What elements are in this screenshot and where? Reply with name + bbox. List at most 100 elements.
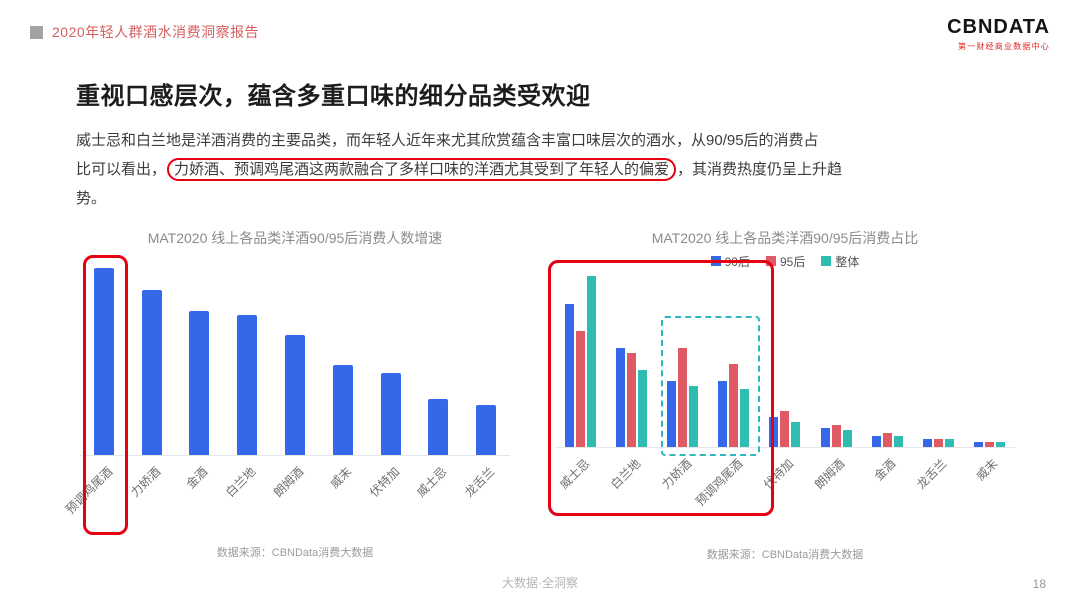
bar-column-白兰地: 白兰地 bbox=[606, 276, 657, 492]
bar-威末 bbox=[332, 365, 353, 455]
bar-整体-伏特加 bbox=[791, 422, 801, 447]
legend-swatch-overall bbox=[821, 256, 832, 266]
bar-90后-预调鸡尾酒 bbox=[718, 380, 728, 447]
bar-90后-金酒 bbox=[871, 435, 881, 447]
bar-column-力娇酒: 力娇酒 bbox=[657, 276, 708, 492]
x-axis-label: 伏特加 bbox=[760, 456, 797, 492]
legend-item-overall: 整体 bbox=[821, 253, 859, 270]
bar-90后-威士忌 bbox=[565, 303, 575, 447]
bar-90后-龙舌兰 bbox=[922, 438, 932, 447]
bar-group bbox=[913, 276, 964, 447]
bar-95后-力娇酒 bbox=[678, 347, 688, 447]
bar-group bbox=[606, 276, 657, 447]
x-axis-label: 伏特加 bbox=[366, 464, 402, 500]
bar-95后-龙舌兰 bbox=[933, 438, 943, 447]
bar-group bbox=[708, 276, 759, 447]
bar-整体-白兰地 bbox=[638, 369, 648, 447]
legend-item-90s: 90后 bbox=[710, 253, 750, 270]
bar-column-威末: 威末 bbox=[319, 268, 367, 491]
bar-column-龙舌兰: 龙舌兰 bbox=[462, 268, 510, 500]
x-axis-label: 预调鸡尾酒 bbox=[62, 464, 116, 517]
legend-label-90s: 90后 bbox=[724, 254, 750, 269]
bar-95后-白兰地 bbox=[627, 353, 637, 447]
x-axis-label: 龙舌兰 bbox=[914, 456, 950, 492]
x-axis-label: 预调鸡尾酒 bbox=[692, 456, 746, 509]
x-axis-label: 威士忌 bbox=[556, 456, 592, 492]
footer-caption: 大数据·全洞察 bbox=[502, 576, 578, 590]
report-title: 2020年轻人群酒水消费洞察报告 bbox=[52, 24, 260, 40]
bar-group bbox=[80, 268, 128, 455]
paragraph-line2-prefix: 比可以看出， bbox=[76, 161, 167, 178]
bar-90后-伏特加 bbox=[769, 416, 779, 447]
bar-整体-预调鸡尾酒 bbox=[740, 389, 750, 447]
paragraph-line2-suffix: ，其消费热度仍呈上升趋 bbox=[677, 161, 843, 178]
bar-column-预调鸡尾酒: 预调鸡尾酒 bbox=[693, 276, 759, 509]
paragraph-line3: 势。 bbox=[76, 190, 107, 207]
bar-90后-朗姆酒 bbox=[820, 427, 830, 447]
bar-column-威士忌: 威士忌 bbox=[414, 268, 462, 500]
report-tag: 2020年轻人群酒水消费洞察报告 bbox=[30, 22, 259, 42]
bar-group bbox=[811, 276, 862, 447]
bar-group bbox=[462, 268, 510, 455]
header-square-icon bbox=[30, 25, 43, 39]
bar-95后-预调鸡尾酒 bbox=[729, 364, 739, 447]
bar-95后-威士忌 bbox=[576, 331, 586, 447]
page-title: 重视口感层次，蕴含多重口味的细分品类受欢迎 bbox=[76, 83, 591, 110]
cbndata-logo: CBNDATA 第一财经商业数据中心 bbox=[947, 16, 1050, 52]
bar-金酒 bbox=[189, 311, 210, 455]
bar-column-威末: 威末 bbox=[964, 276, 1015, 483]
bar-column-预调鸡尾酒: 预调鸡尾酒 bbox=[63, 268, 128, 517]
x-axis-label: 威士忌 bbox=[414, 464, 450, 500]
x-axis-label: 龙舌兰 bbox=[462, 464, 498, 500]
bar-预调鸡尾酒 bbox=[93, 268, 114, 455]
bar-column-金酒: 金酒 bbox=[862, 276, 913, 483]
bar-90后-白兰地 bbox=[616, 347, 626, 447]
bar-group bbox=[555, 276, 606, 447]
bar-group bbox=[176, 268, 224, 455]
bar-90后-威末 bbox=[973, 441, 983, 447]
bar-group bbox=[657, 276, 708, 447]
bar-group bbox=[414, 268, 462, 455]
bar-column-金酒: 金酒 bbox=[176, 268, 224, 491]
logo-text: CBNDATA bbox=[947, 16, 1050, 38]
bar-整体-金酒 bbox=[893, 435, 903, 447]
x-axis-label: 朗姆酒 bbox=[270, 464, 307, 500]
paragraph-line1: 威士忌和白兰地是洋酒消费的主要品类，而年轻人近年来尤其欣赏蕴含丰富口味层次的酒水… bbox=[76, 132, 819, 149]
bar-伏特加 bbox=[380, 372, 401, 455]
bar-group bbox=[964, 276, 1015, 447]
bar-column-朗姆酒: 朗姆酒 bbox=[811, 276, 862, 492]
bar-column-白兰地: 白兰地 bbox=[223, 268, 271, 500]
bar-group bbox=[759, 276, 810, 447]
bar-整体-朗姆酒 bbox=[842, 430, 852, 447]
bar-group bbox=[367, 268, 415, 455]
bar-龙舌兰 bbox=[476, 404, 497, 455]
bar-90后-力娇酒 bbox=[667, 380, 677, 447]
page-number: 18 bbox=[1032, 577, 1046, 591]
x-axis-label: 威末 bbox=[327, 464, 355, 492]
bar-整体-力娇酒 bbox=[689, 386, 699, 447]
bar-column-朗姆酒: 朗姆酒 bbox=[271, 268, 319, 500]
bar-95后-威末 bbox=[984, 441, 994, 447]
bar-整体-威末 bbox=[995, 441, 1005, 447]
legend-swatch-90s bbox=[710, 256, 721, 266]
legend-label-95s: 95后 bbox=[779, 254, 806, 269]
chart-title-right: MAT2020 线上各品类洋酒90/95后消费占比 bbox=[651, 230, 919, 246]
bar-column-力娇酒: 力娇酒 bbox=[128, 268, 176, 500]
bar-整体-威士忌 bbox=[587, 276, 597, 447]
data-source-left: 数据来源：CBNData消费大数据 bbox=[216, 547, 374, 559]
legend-item-95s: 95后 bbox=[765, 253, 806, 270]
legend-label-overall: 整体 bbox=[835, 254, 860, 269]
bar-column-伏特加: 伏特加 bbox=[367, 268, 415, 500]
bar-column-威士忌: 威士忌 bbox=[555, 276, 606, 492]
bar-group bbox=[128, 268, 176, 455]
x-axis-label: 金酒 bbox=[183, 464, 211, 492]
header: 2020年轻人群酒水消费洞察报告 CBNDATA 第一财经商业数据中心 bbox=[30, 16, 1050, 52]
bar-威士忌 bbox=[428, 398, 449, 455]
body-paragraph: 威士忌和白兰地是洋酒消费的主要品类，而年轻人近年来尤其欣赏蕴含丰富口味层次的酒水… bbox=[76, 126, 1021, 213]
chart-growth-rate: MAT2020 线上各品类洋酒90/95后消费人数增速 预调鸡尾酒 力娇酒 金酒 白兰… bbox=[63, 228, 510, 560]
chart-legend: 90后 95后 整体 bbox=[555, 253, 1015, 269]
bar-白兰地 bbox=[237, 314, 258, 455]
bar-group bbox=[862, 276, 913, 447]
bar-group bbox=[271, 268, 319, 455]
